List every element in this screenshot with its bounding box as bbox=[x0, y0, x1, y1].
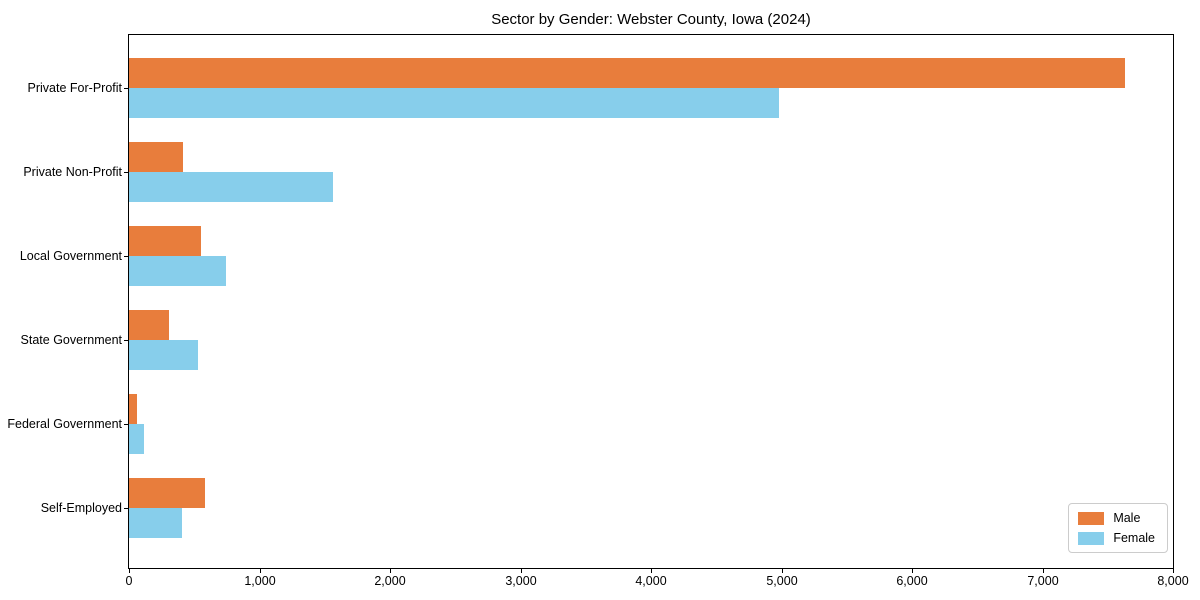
y-tick bbox=[124, 172, 128, 173]
bar-male-3 bbox=[129, 310, 169, 340]
x-tick bbox=[390, 569, 391, 573]
y-tick bbox=[124, 508, 128, 509]
female-swatch-icon bbox=[1078, 531, 1105, 545]
x-tick-label: 7,000 bbox=[1027, 574, 1059, 588]
bar-male-5 bbox=[129, 478, 205, 508]
x-tick-label: 8,000 bbox=[1157, 574, 1189, 588]
plot-area: Male Female bbox=[128, 34, 1174, 569]
bar-male-0 bbox=[129, 58, 1125, 88]
y-tick bbox=[124, 256, 128, 257]
bar-female-1 bbox=[129, 172, 333, 202]
x-tick-label: 2,000 bbox=[374, 574, 406, 588]
y-tick bbox=[124, 88, 128, 89]
legend-item-female: Female bbox=[1078, 531, 1155, 545]
y-tick bbox=[124, 340, 128, 341]
x-tick-label: 6,000 bbox=[896, 574, 928, 588]
x-tick-label: 0 bbox=[125, 574, 133, 588]
x-tick bbox=[1043, 569, 1044, 573]
bar-female-4 bbox=[129, 424, 144, 454]
category-label: Private For-Profit bbox=[27, 81, 122, 95]
category-label: State Government bbox=[20, 333, 122, 347]
legend-label-male: Male bbox=[1113, 511, 1141, 525]
category-label: Self-Employed bbox=[40, 501, 122, 515]
x-tick-label: 3,000 bbox=[505, 574, 537, 588]
bar-female-0 bbox=[129, 88, 779, 118]
x-tick bbox=[129, 569, 130, 573]
x-tick bbox=[651, 569, 652, 573]
bar-female-2 bbox=[129, 256, 226, 286]
category-label: Private Non-Profit bbox=[23, 165, 122, 179]
x-tick-label: 5,000 bbox=[766, 574, 798, 588]
x-tick bbox=[260, 569, 261, 573]
chart-title: Sector by Gender: Webster County, Iowa (… bbox=[491, 11, 811, 28]
bar-female-5 bbox=[129, 508, 182, 538]
x-tick-label: 4,000 bbox=[635, 574, 667, 588]
x-tick bbox=[782, 569, 783, 573]
x-tick bbox=[1173, 569, 1174, 573]
legend: Male Female bbox=[1068, 503, 1168, 553]
x-tick bbox=[521, 569, 522, 573]
category-label: Federal Government bbox=[7, 417, 122, 431]
bar-female-3 bbox=[129, 340, 198, 370]
y-tick bbox=[124, 424, 128, 425]
category-label: Local Government bbox=[19, 249, 122, 263]
bar-male-2 bbox=[129, 226, 201, 256]
legend-label-female: Female bbox=[1113, 531, 1155, 545]
bar-male-4 bbox=[129, 394, 137, 424]
x-tick-label: 1,000 bbox=[244, 574, 276, 588]
legend-item-male: Male bbox=[1078, 511, 1155, 525]
x-tick bbox=[912, 569, 913, 573]
male-swatch-icon bbox=[1078, 511, 1105, 525]
bar-male-1 bbox=[129, 142, 183, 172]
